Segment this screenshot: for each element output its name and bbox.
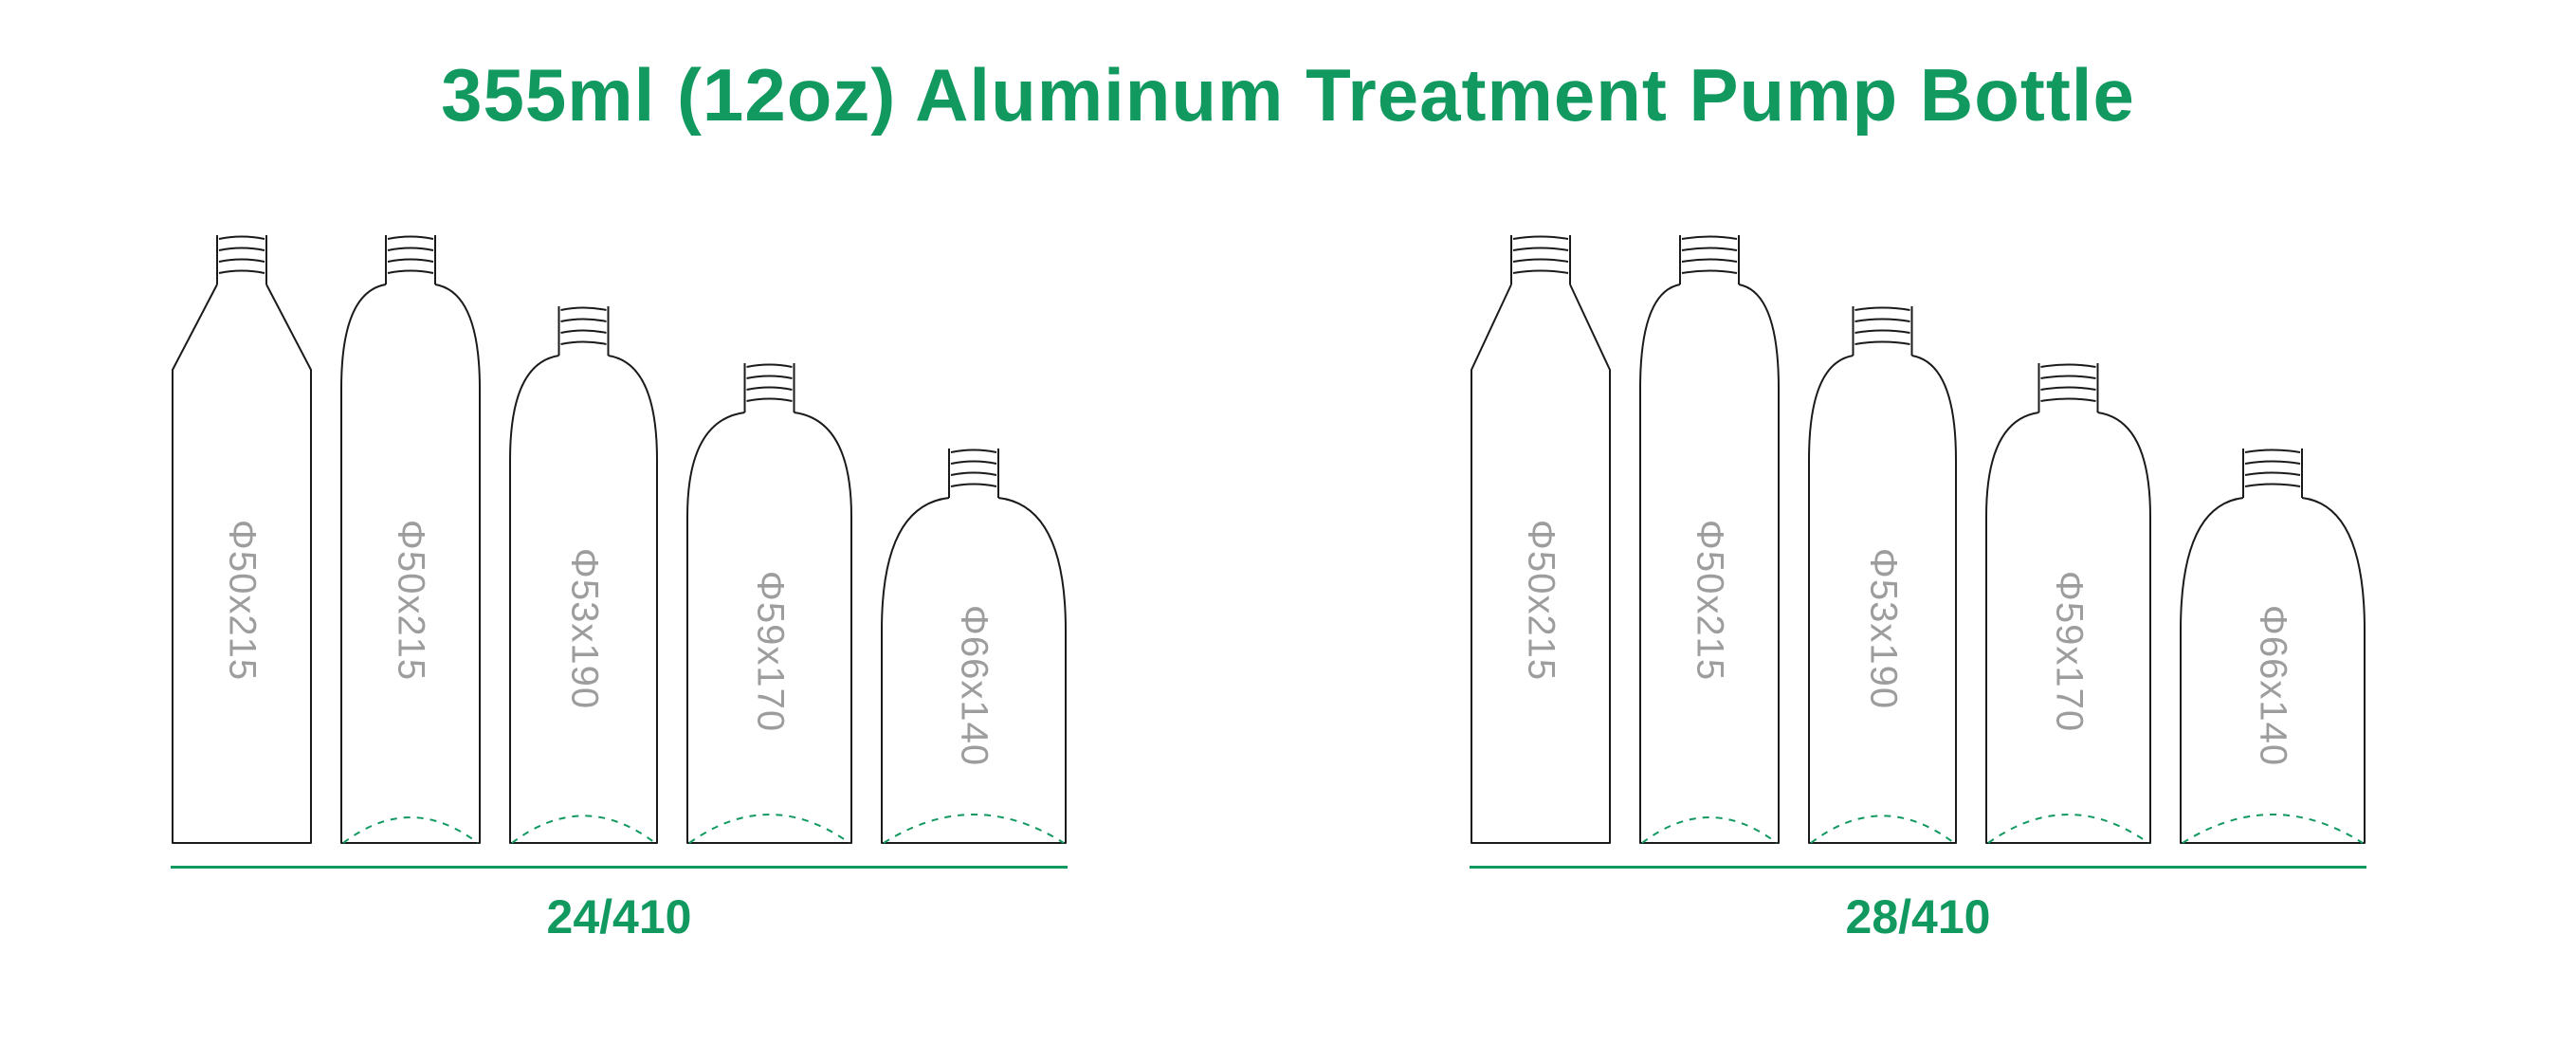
- bottle: Φ66x140: [880, 447, 1068, 845]
- bottle: Φ50x215: [171, 233, 313, 845]
- group-label: 28/410: [1470, 889, 2366, 944]
- bottle-row: Φ50x215 Φ50x215 Φ53x190 Φ59x170 Φ66x140: [171, 233, 1068, 845]
- bottle: Φ66x140: [2179, 447, 2366, 845]
- bottle-dimension-label: Φ50x215: [1520, 520, 1562, 681]
- bottle: Φ53x190: [1807, 304, 1958, 845]
- bottle: Φ59x170: [1984, 361, 2152, 845]
- bottle-row: Φ50x215 Φ50x215 Φ53x190 Φ59x170 Φ66x140: [1470, 233, 2366, 845]
- group-rule: [171, 866, 1068, 869]
- bottle: Φ50x215: [1470, 233, 1612, 845]
- bottle-dimension-label: Φ50x215: [390, 520, 432, 681]
- group-rule: [1470, 866, 2366, 869]
- bottle-dimension-label: Φ50x215: [221, 520, 264, 681]
- group-label: 24/410: [171, 889, 1068, 944]
- bottle-dimension-label: Φ50x215: [1689, 520, 1731, 681]
- bottle: Φ50x215: [339, 233, 482, 845]
- bottle-group-24-410: Φ50x215 Φ50x215 Φ53x190 Φ59x170 Φ66x140 24/4…: [171, 233, 1068, 944]
- bottle: Φ59x170: [685, 361, 853, 845]
- bottle-dimension-label: Φ66x140: [953, 605, 996, 766]
- bottle: Φ50x215: [1638, 233, 1781, 845]
- bottle-dimension-label: Φ53x190: [562, 548, 605, 709]
- bottle-group-28-410: Φ50x215 Φ50x215 Φ53x190 Φ59x170 Φ66x140 28/4…: [1470, 233, 2366, 944]
- bottle-dimension-label: Φ59x170: [748, 571, 791, 732]
- bottle-dimension-label: Φ66x140: [2252, 605, 2294, 766]
- bottle-dimension-label: Φ59x170: [2047, 571, 2090, 732]
- bottle: Φ53x190: [508, 304, 659, 845]
- page-title: 355ml (12oz) Aluminum Treatment Pump Bot…: [0, 52, 2576, 138]
- bottle-dimension-label: Φ53x190: [1861, 548, 1904, 709]
